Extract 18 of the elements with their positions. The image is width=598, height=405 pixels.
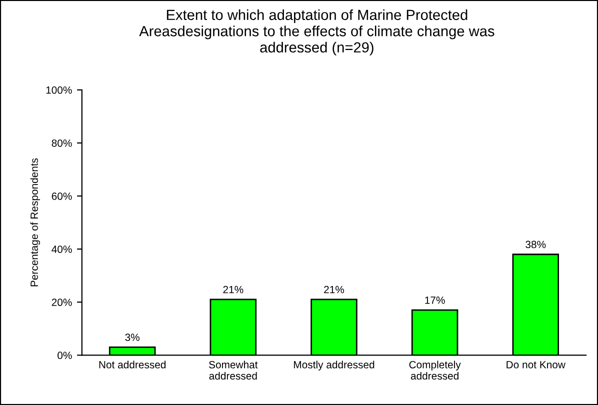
y-tick-label: 100% — [46, 86, 72, 94]
x-tick-label: Do not Know — [506, 361, 566, 368]
data-label: 17% — [425, 296, 445, 304]
x-tick-label: Not addressed — [99, 360, 166, 368]
data-label: 21% — [223, 286, 244, 294]
y-tick-label: 20% — [52, 298, 72, 306]
x-tick-label: Mostly addressed — [294, 360, 374, 370]
data-label: 3% — [125, 334, 140, 341]
x-tick-label: Completely addressed — [409, 360, 461, 380]
y-tick-label: 0% — [58, 352, 72, 360]
y-tick-label: 40% — [52, 246, 72, 253]
y-axis-title: Percentage of Respondents — [30, 158, 40, 286]
data-label: 21% — [324, 286, 344, 294]
y-tick-label: 60% — [52, 192, 72, 200]
data-label: 38% — [526, 240, 546, 248]
chart-title: Extent to which adaptation of Marine Protected Areasdesignations to the effects of climate change was addressed (n=29) — [139, 9, 494, 56]
x-tick-label: Somewhat addressed — [209, 360, 258, 380]
y-tick-label: 80% — [52, 139, 72, 147]
